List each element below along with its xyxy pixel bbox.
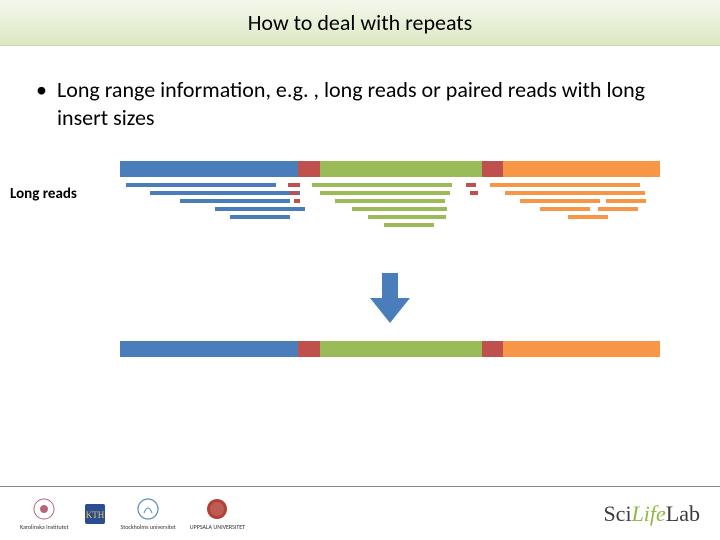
logo-karolinska: Karolinska Institutet	[20, 497, 69, 531]
long-reads-label: Long reads	[10, 185, 77, 203]
read-fragment	[466, 183, 476, 187]
slide-title: How to deal with repeats	[248, 9, 473, 36]
read-fragment	[384, 223, 434, 227]
bar-segment	[120, 161, 298, 177]
read-fragment	[288, 183, 300, 187]
read-fragment	[540, 207, 590, 211]
read-fragment	[294, 199, 300, 203]
read-fragment	[290, 191, 298, 195]
logo-kth: KTH	[83, 502, 107, 526]
karolinska-icon	[32, 497, 56, 521]
read-fragment	[312, 183, 452, 187]
stockholm-icon	[136, 497, 160, 521]
brand-lab: Lab	[666, 501, 700, 526]
bar-segment	[320, 161, 482, 177]
bullet-dot: •	[36, 76, 47, 131]
read-fragment	[470, 191, 478, 195]
bullet-item: • Long range information, e.g. , long re…	[30, 76, 690, 131]
logo-caption: Stockholms universitet	[121, 523, 176, 531]
read-fragment	[230, 215, 290, 219]
bar-segment	[120, 341, 298, 357]
read-fragment	[606, 199, 646, 203]
content-area: • Long range information, e.g. , long re…	[0, 46, 720, 421]
read-fragment	[490, 183, 640, 187]
read-fragment	[215, 207, 305, 211]
read-fragment	[352, 207, 447, 211]
read-fragment	[126, 183, 276, 187]
bar-segment	[503, 161, 660, 177]
bar-segment	[503, 341, 660, 357]
read-fragment	[520, 199, 600, 203]
uppsala-icon	[205, 497, 229, 521]
read-fragment	[320, 191, 450, 195]
read-fragment	[505, 191, 645, 195]
scilifelab-logo: SciLifeLab	[603, 501, 700, 527]
logo-caption: Karolinska Institutet	[20, 523, 69, 531]
brand-life: Life	[632, 501, 666, 526]
read-fragment	[368, 215, 446, 219]
read-fragment	[335, 199, 445, 203]
logo-uppsala: UPPSALA UNIVERSITET	[190, 497, 245, 531]
reference-bar-bottom	[120, 341, 660, 357]
arrow-down-icon	[370, 273, 410, 323]
read-fragment	[180, 199, 290, 203]
kth-icon: KTH	[83, 502, 107, 526]
bar-segment	[482, 161, 504, 177]
title-band: How to deal with repeats	[0, 0, 720, 46]
bar-segment	[298, 341, 320, 357]
read-fragment	[598, 207, 638, 211]
diagram-area: Long reads	[30, 161, 690, 421]
bar-segment	[482, 341, 504, 357]
brand-sci: Sci	[603, 501, 631, 526]
read-fragment	[568, 215, 608, 219]
logo-stockholm: Stockholms universitet	[121, 497, 176, 531]
bar-segment	[298, 161, 320, 177]
bar-segment	[320, 341, 482, 357]
bullet-text: Long range information, e.g. , long read…	[57, 76, 690, 131]
footer: Karolinska Institutet KTH Stockholms unive…	[0, 486, 720, 540]
reference-bar-top	[120, 161, 660, 177]
affiliate-logos: Karolinska Institutet KTH Stockholms unive…	[20, 497, 245, 531]
logo-caption: UPPSALA UNIVERSITET	[190, 523, 245, 531]
read-fragment	[150, 191, 300, 195]
svg-text:KTH: KTH	[85, 510, 104, 520]
